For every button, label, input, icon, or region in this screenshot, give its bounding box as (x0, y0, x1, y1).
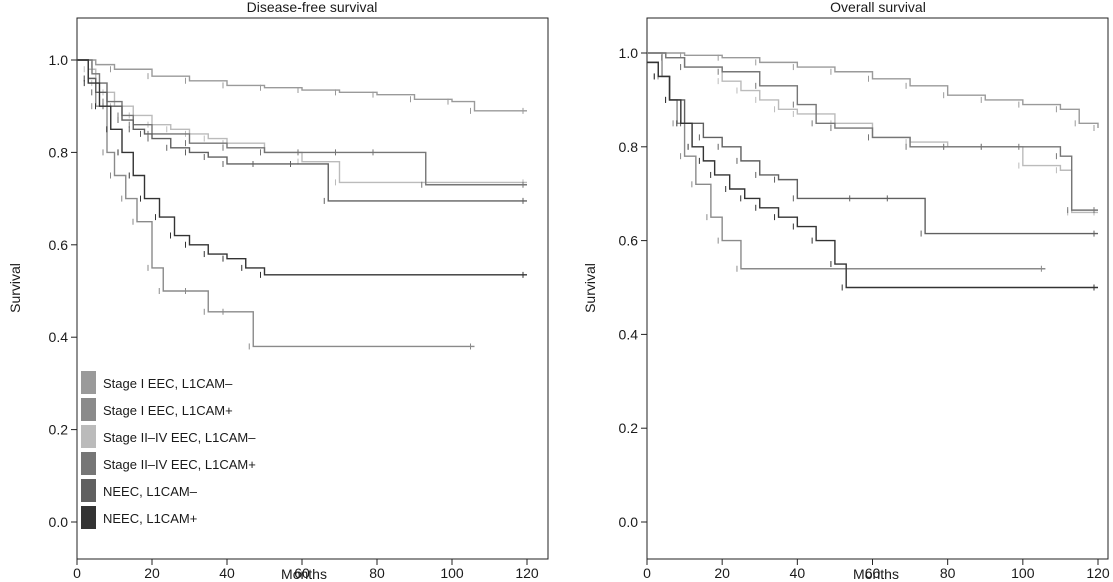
panel-disease-free-survival: Disease-free survival Months Survival 0 2… (7, 0, 549, 582)
y-axis-label: Survival (582, 263, 598, 313)
x-axis-label: Months (853, 566, 899, 582)
series-line (77, 59, 527, 202)
y-tick-label: 0.2 (49, 422, 69, 438)
legend-label: NEEC, L1CAM+ (103, 511, 197, 526)
y-tick-label: 0.6 (49, 237, 69, 253)
x-tick-label: 0 (643, 565, 651, 581)
legend-swatch (81, 452, 96, 475)
x-tick-label: 120 (515, 565, 539, 581)
y-tick-label: 0.0 (619, 514, 639, 530)
x-tick-label: 80 (369, 565, 385, 581)
x-tick-label: 20 (144, 565, 160, 581)
x-tick-label: 60 (294, 565, 310, 581)
legend: Stage I EEC, L1CAM– Stage I EEC, L1CAM+ St… (81, 371, 256, 529)
series-line (647, 52, 1099, 129)
x-tick-label: 40 (790, 565, 806, 581)
x-tick-label: 20 (714, 565, 730, 581)
x-tick-label: 100 (1011, 565, 1035, 581)
legend-swatch (81, 398, 96, 421)
legend-label: Stage I EEC, L1CAM– (103, 376, 233, 391)
chart-title: Overall survival (830, 0, 926, 15)
legend-swatch (81, 425, 96, 448)
plot-frame (76, 17, 549, 560)
x-axis-label: Months (281, 566, 327, 582)
legend-label: Stage II–IV EEC, L1CAM– (103, 430, 256, 445)
series-line (647, 52, 1098, 211)
series-line (647, 61, 1098, 289)
axis-ticks: 0 20 40 60 80 100 120 0.0 0.2 0.4 0.6 0.8 1.0 (49, 52, 539, 581)
y-tick-label: 0.4 (619, 326, 639, 342)
series-line (77, 59, 475, 348)
legend-swatch (81, 479, 96, 502)
x-tick-label: 100 (440, 565, 464, 581)
legend-label: Stage II–IV EEC, L1CAM+ (103, 457, 256, 472)
y-tick-label: 0.2 (619, 420, 639, 436)
y-tick-label: 0.4 (49, 329, 69, 345)
legend-label: NEEC, L1CAM– (103, 484, 198, 499)
y-tick-label: 0.8 (619, 139, 639, 155)
series-group (77, 59, 527, 350)
x-tick-label: 60 (865, 565, 881, 581)
x-tick-label: 80 (940, 565, 956, 581)
y-tick-label: 0.6 (619, 233, 639, 249)
legend-swatch (81, 371, 96, 394)
y-tick-label: 1.0 (49, 52, 69, 68)
series-line (77, 59, 527, 112)
x-tick-label: 0 (73, 565, 81, 581)
axis-ticks: 0 20 40 60 80 100 120 0.0 0.2 0.4 0.6 0.8 1.0 (619, 45, 1110, 581)
legend-label: Stage I EEC, L1CAM+ (103, 403, 233, 418)
series-group (647, 52, 1099, 291)
x-tick-label: 40 (219, 565, 235, 581)
series-line (77, 59, 527, 276)
x-tick-label: 120 (1086, 565, 1110, 581)
y-axis-label: Survival (7, 263, 23, 313)
plot-frame (646, 17, 1109, 560)
panel-overall-survival: Overall survival Months Survival 0 20 40 60… (582, 0, 1110, 582)
y-tick-label: 0.0 (49, 514, 69, 530)
legend-swatch (81, 506, 96, 529)
y-tick-label: 0.8 (49, 144, 69, 160)
y-tick-label: 1.0 (619, 45, 639, 61)
chart-title: Disease-free survival (247, 0, 378, 15)
